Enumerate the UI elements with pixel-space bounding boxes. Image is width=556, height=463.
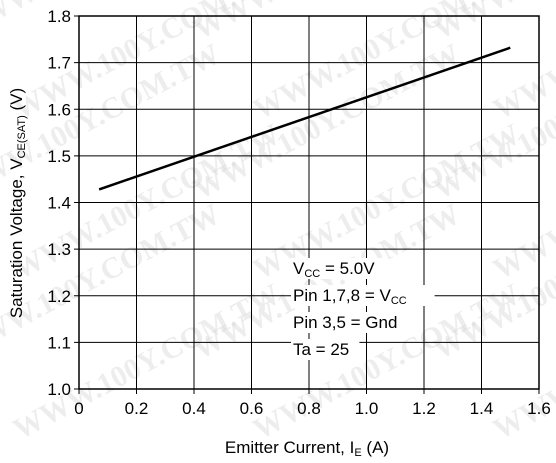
annotation-line: Pin 1,7,8 = VCC	[293, 286, 407, 307]
x-tick-label: 1.4	[470, 399, 494, 418]
annotation-backing	[291, 285, 435, 306]
y-tick-label: 1.1	[47, 333, 71, 352]
annotation-line: Pin 3,5 = Gnd	[293, 313, 397, 332]
y-axis-label: Saturation Voltage, VCE(SAT) (V)	[7, 88, 28, 318]
annotation-backing	[291, 312, 415, 333]
x-tick-label: 0.4	[182, 399, 206, 418]
y-tick-label: 1.2	[47, 287, 71, 306]
x-tick-label: 0	[74, 399, 83, 418]
grid	[79, 16, 539, 389]
x-tick-label: 0.2	[125, 399, 149, 418]
x-tick-label: 0.6	[240, 399, 264, 418]
y-tick-label: 1.3	[47, 240, 71, 259]
annotation-line: VCC = 5.0V	[293, 259, 375, 280]
x-tick-label: 0.8	[297, 399, 321, 418]
y-tick-label: 1.8	[47, 7, 71, 26]
y-tick-labels: 1.0 1.1 1.2 1.3 1.4 1.5 1.6 1.7 1.8	[47, 7, 79, 399]
x-tick-labels: 0 0.2 0.4 0.6 0.8 1.0 1.2 1.4 1.6	[74, 389, 551, 418]
x-tick-label: 1.6	[527, 399, 551, 418]
annotation-line: Ta = 25	[293, 340, 349, 359]
annotation-backing	[291, 258, 389, 279]
x-tick-label: 1.2	[412, 399, 436, 418]
y-tick-label: 1.5	[47, 147, 71, 166]
x-axis-label: Emitter Current, IE (A)	[225, 438, 389, 459]
y-tick-label: 1.7	[47, 54, 71, 73]
annotation-block: VCC = 5.0V Pin 1,7,8 = VCC Pin 3,5 = Gnd Ta…	[291, 258, 435, 360]
y-tick-label: 1.6	[47, 100, 71, 119]
watermark-layer: WWW.100Y.COM.TWWWW.100Y.COM.TWWWW.100Y.C…	[0, 0, 556, 446]
x-tick-label: 1.0	[355, 399, 379, 418]
series-layer	[98, 46, 511, 191]
y-tick-label: 1.0	[47, 380, 71, 399]
series-line-0	[98, 46, 511, 191]
y-tick-label: 1.4	[47, 194, 71, 213]
annotation-backing	[291, 339, 360, 360]
